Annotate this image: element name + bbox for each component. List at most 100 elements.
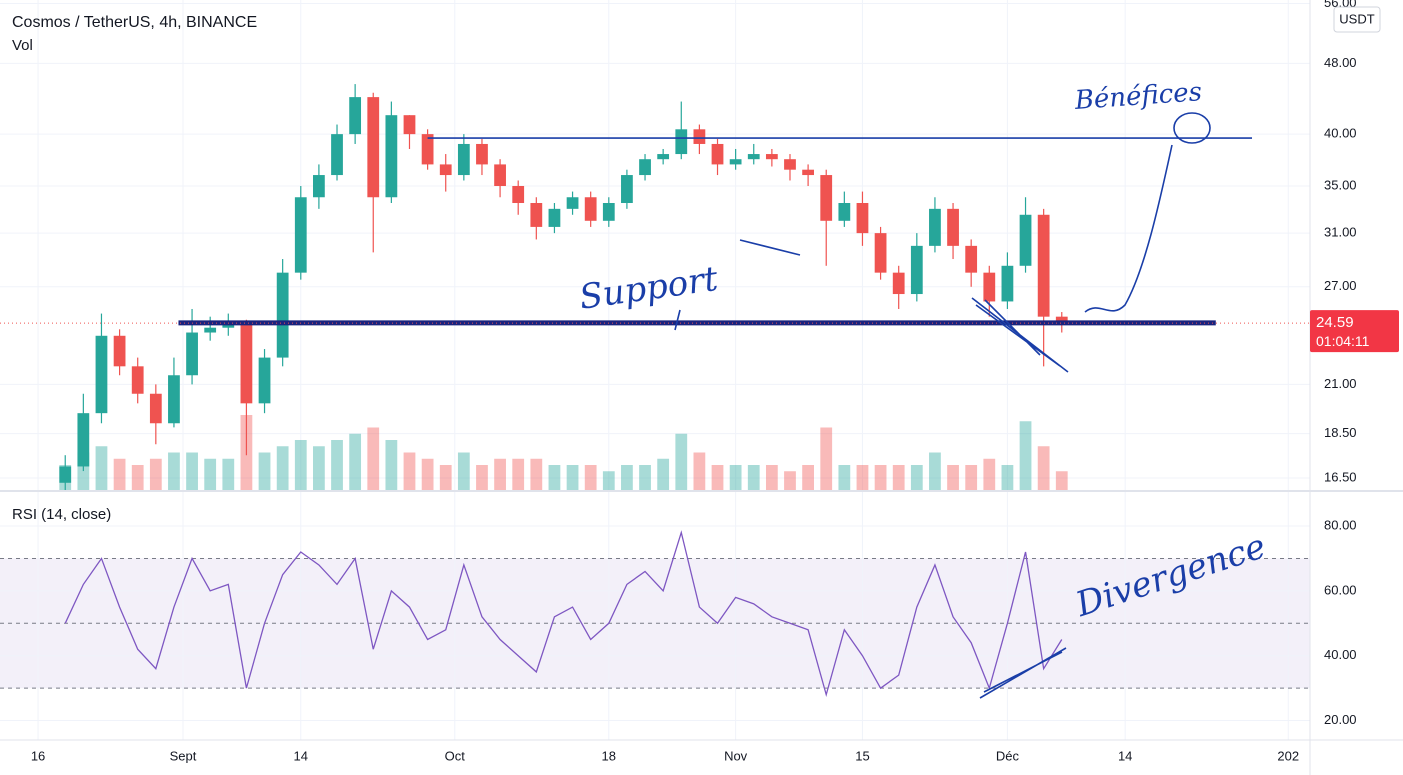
candle-body <box>494 164 506 186</box>
volume-bar <box>512 458 525 490</box>
volume-bar <box>439 465 452 490</box>
volume-bar <box>802 465 814 490</box>
volume-bar <box>947 465 959 490</box>
volume-bar <box>657 458 670 490</box>
volume-bar <box>729 465 742 490</box>
candle-body <box>1001 265 1014 302</box>
x-tick-label: 14 <box>294 748 308 763</box>
volume-bar <box>457 452 470 490</box>
candle-body <box>385 115 398 198</box>
y-tick-label: 18.50 <box>1324 425 1357 440</box>
volume-bar <box>367 427 380 490</box>
candle-body <box>149 393 162 424</box>
y-tick-label: 40.00 <box>1324 126 1357 141</box>
candle-body <box>367 97 380 198</box>
y-tick-label: 21.00 <box>1324 376 1357 391</box>
x-tick-label: 16 <box>31 748 45 763</box>
candle-body <box>1037 214 1050 317</box>
candle-body <box>892 272 905 295</box>
candle-body <box>95 335 108 414</box>
rsi-title: RSI (14, close) <box>12 506 111 523</box>
volume-bar <box>602 471 615 490</box>
x-tick-label: Déc <box>996 748 1020 763</box>
volume-bar <box>421 458 434 490</box>
candle-body <box>784 159 796 170</box>
candle-body <box>765 154 778 160</box>
candle-body <box>222 324 235 328</box>
wedge-strokes <box>971 297 1069 373</box>
x-tick-label: 202 <box>1277 748 1299 763</box>
volume-bar <box>313 446 325 490</box>
rsi-tick-label: 40.00 <box>1324 647 1357 662</box>
volume-bar <box>1001 465 1014 490</box>
volume-bar <box>784 471 796 490</box>
volume-bar <box>149 458 162 490</box>
x-tick-label: Nov <box>724 748 748 763</box>
countdown: 01:04:11 <box>1316 333 1370 349</box>
candle-body <box>910 245 923 295</box>
volume-bar <box>403 452 416 490</box>
candle-body <box>113 335 126 367</box>
volume-bar <box>1037 446 1050 490</box>
currency-box[interactable] <box>1333 6 1381 33</box>
volume-bar <box>548 465 561 490</box>
candle-body <box>747 154 760 160</box>
candle-body <box>983 272 996 302</box>
candle-body <box>711 143 724 165</box>
candle-body <box>1055 316 1068 324</box>
candle-body <box>548 208 561 227</box>
volume-bar <box>820 427 833 490</box>
volume-bar <box>983 458 996 490</box>
candle-body <box>639 159 651 176</box>
volume-bar <box>747 465 760 490</box>
volume-bar <box>494 458 506 490</box>
volume-bar <box>294 440 307 490</box>
x-tick-label: Oct <box>445 748 466 763</box>
candle-body <box>584 197 597 221</box>
volume-bar <box>838 465 851 490</box>
divergence-lines <box>979 647 1067 699</box>
last-price-box <box>1310 310 1399 353</box>
volume-bar <box>675 433 688 490</box>
candle-body <box>476 143 488 165</box>
arrow-curve <box>1084 144 1173 313</box>
rsi-tick-label: 60.00 <box>1324 582 1357 597</box>
volume-label: Vol <box>12 37 33 54</box>
candle-body <box>530 203 543 227</box>
y-tick-label: 31.00 <box>1324 225 1357 240</box>
rsi-tick-label: 20.00 <box>1324 712 1357 727</box>
volume-bar <box>258 452 271 490</box>
candle-body <box>77 413 90 467</box>
candle-body <box>965 245 978 273</box>
candle-body <box>566 197 579 209</box>
volume-bar <box>349 433 362 490</box>
freehand-drawing <box>674 112 1211 699</box>
volume-bar <box>693 452 706 490</box>
x-tick-label: Sept <box>170 748 197 763</box>
volume-bar <box>929 452 941 490</box>
currency[interactable]: USDT <box>1339 11 1374 26</box>
candle-body <box>349 97 362 135</box>
volume-bar <box>584 465 597 490</box>
x-tick-label: 18 <box>602 748 616 763</box>
volume-bar <box>965 465 978 490</box>
volume-bar <box>331 440 343 490</box>
candle-body <box>457 143 470 176</box>
volume-bar <box>276 446 289 490</box>
candle-body <box>1019 214 1032 266</box>
y-tick-label: 48.00 <box>1324 55 1357 70</box>
candle-body <box>421 134 434 165</box>
volume-bar <box>77 452 90 490</box>
volume-bar <box>95 446 108 490</box>
candle-body <box>874 233 887 273</box>
volume-bar <box>621 465 633 490</box>
volume-bar <box>476 465 488 490</box>
y-tick-label: 56.00 <box>1324 0 1357 10</box>
volume-bar <box>711 465 724 490</box>
y-tick-label: 35.00 <box>1324 177 1357 192</box>
candle-body <box>947 208 959 246</box>
candle-body <box>403 115 416 135</box>
candle-body <box>258 357 271 404</box>
